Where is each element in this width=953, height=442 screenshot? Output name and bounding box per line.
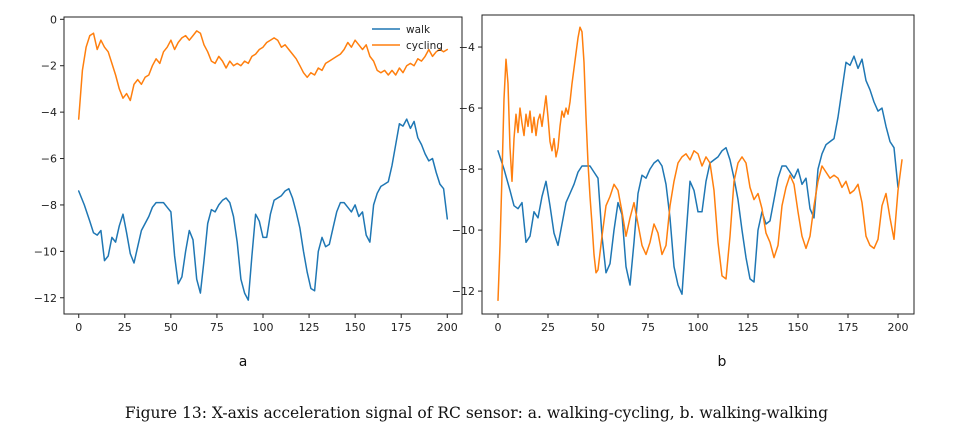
series-line-cycling [77, 30, 449, 120]
y-tick-label: 0 [50, 13, 57, 26]
x-tick-label: 125 [299, 321, 320, 334]
legend-label: walk [406, 24, 431, 36]
y-tick-label: −6 [459, 102, 475, 115]
panel-label: a [239, 354, 248, 370]
x-tick-label: 150 [345, 321, 366, 334]
panel-a: 0 25 50 75 100 125 150 175 200 0 −2 −4 −6 −8 −10 −12 wal… [34, 13, 463, 370]
x-tick-label: 0 [495, 321, 502, 334]
x-tick-label: 125 [738, 321, 759, 334]
panel-b: 0 25 50 75 100 125 150 175 200 −4 −6 −8 −10 −12 b [452, 14, 915, 370]
x-tick-label: 175 [838, 321, 859, 334]
x-tick-label: 50 [164, 321, 178, 334]
x-tick-label: 100 [253, 321, 274, 334]
x-tick-label: 75 [641, 321, 655, 334]
y-tick-label: −12 [34, 292, 57, 305]
legend: walk cycling [372, 24, 443, 52]
y-tick-label: −12 [452, 285, 475, 298]
x-tick-label: 150 [788, 321, 809, 334]
figure-caption: Figure 13: X-axis acceleration signal of… [124, 404, 829, 422]
x-tick-label: 25 [541, 321, 555, 334]
x-tick-label: 100 [688, 321, 709, 334]
x-tick-label: 0 [75, 321, 82, 334]
x-tick-label: 200 [437, 321, 458, 334]
panel-label: b [718, 354, 727, 370]
y-tick-label: −10 [34, 245, 57, 258]
series-line-cycling [497, 26, 903, 302]
x-tick-label: 175 [391, 321, 412, 334]
series-line-walk [497, 55, 899, 295]
x-tick-label: 50 [591, 321, 605, 334]
x-tick-label: 25 [118, 321, 132, 334]
y-tick-label: −10 [452, 224, 475, 237]
legend-label: cycling [406, 40, 443, 52]
plot-frame [481, 14, 915, 315]
y-tick-label: −6 [41, 153, 57, 166]
y-tick-label: −2 [41, 60, 57, 73]
series-line-walk [77, 118, 449, 301]
y-tick-label: −4 [459, 41, 475, 54]
y-tick-label: −8 [41, 199, 57, 212]
y-tick-label: −8 [459, 163, 475, 176]
x-tick-label: 75 [210, 321, 224, 334]
x-tick-label: 200 [888, 321, 909, 334]
plot-frame [63, 16, 463, 315]
y-tick-label: −4 [41, 106, 57, 119]
